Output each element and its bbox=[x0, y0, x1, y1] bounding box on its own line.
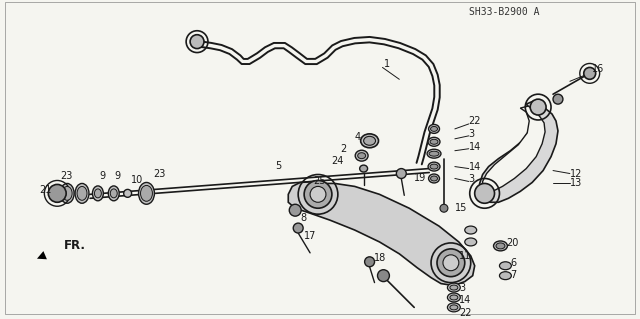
Ellipse shape bbox=[60, 183, 74, 203]
Ellipse shape bbox=[447, 303, 460, 312]
Text: 23: 23 bbox=[154, 168, 166, 179]
Text: 14: 14 bbox=[468, 142, 481, 152]
Polygon shape bbox=[483, 106, 545, 192]
Circle shape bbox=[310, 186, 326, 202]
Text: 7: 7 bbox=[510, 270, 516, 280]
Ellipse shape bbox=[429, 151, 439, 156]
Ellipse shape bbox=[430, 164, 438, 169]
Ellipse shape bbox=[499, 262, 511, 270]
Text: 2: 2 bbox=[340, 144, 346, 154]
Ellipse shape bbox=[360, 165, 367, 172]
Text: 23: 23 bbox=[60, 172, 72, 182]
Circle shape bbox=[365, 257, 374, 267]
Text: 22: 22 bbox=[468, 116, 481, 126]
Text: 16: 16 bbox=[592, 64, 604, 74]
Text: 21: 21 bbox=[40, 185, 52, 195]
Ellipse shape bbox=[110, 189, 117, 198]
Text: 4: 4 bbox=[355, 132, 361, 142]
Ellipse shape bbox=[77, 186, 87, 200]
Polygon shape bbox=[288, 182, 475, 286]
Ellipse shape bbox=[355, 150, 368, 161]
Text: 17: 17 bbox=[304, 231, 317, 241]
Ellipse shape bbox=[431, 176, 438, 181]
Ellipse shape bbox=[447, 293, 460, 302]
Ellipse shape bbox=[75, 183, 89, 203]
Circle shape bbox=[437, 249, 465, 277]
Ellipse shape bbox=[493, 241, 508, 251]
Text: 18: 18 bbox=[374, 253, 386, 263]
Text: 13: 13 bbox=[570, 178, 582, 189]
Ellipse shape bbox=[465, 226, 477, 234]
Ellipse shape bbox=[62, 186, 72, 200]
Text: 5: 5 bbox=[275, 160, 282, 171]
Ellipse shape bbox=[138, 182, 154, 204]
Ellipse shape bbox=[450, 305, 458, 310]
Circle shape bbox=[553, 94, 563, 104]
Ellipse shape bbox=[499, 272, 511, 280]
Text: 14: 14 bbox=[459, 295, 471, 306]
Circle shape bbox=[378, 270, 389, 282]
Text: 11: 11 bbox=[459, 251, 471, 261]
Text: 15: 15 bbox=[455, 203, 467, 213]
Text: 3: 3 bbox=[468, 174, 475, 184]
Circle shape bbox=[584, 67, 596, 79]
Ellipse shape bbox=[428, 162, 440, 171]
Ellipse shape bbox=[358, 153, 365, 159]
Text: 10: 10 bbox=[131, 175, 143, 185]
Ellipse shape bbox=[361, 134, 378, 148]
Ellipse shape bbox=[364, 136, 376, 145]
Text: 9: 9 bbox=[115, 172, 121, 182]
Ellipse shape bbox=[124, 189, 132, 197]
Ellipse shape bbox=[450, 285, 458, 290]
Circle shape bbox=[293, 223, 303, 233]
Circle shape bbox=[190, 35, 204, 48]
Text: 14: 14 bbox=[468, 162, 481, 172]
Circle shape bbox=[48, 184, 66, 202]
Ellipse shape bbox=[429, 174, 440, 183]
Text: 22: 22 bbox=[459, 308, 471, 318]
Text: SH33-B2900 A: SH33-B2900 A bbox=[469, 7, 540, 18]
Ellipse shape bbox=[450, 295, 458, 300]
Text: 1: 1 bbox=[385, 59, 390, 70]
Circle shape bbox=[304, 181, 332, 208]
Ellipse shape bbox=[496, 243, 505, 249]
Ellipse shape bbox=[92, 186, 103, 201]
Text: 6: 6 bbox=[510, 258, 516, 268]
Ellipse shape bbox=[447, 283, 460, 292]
Polygon shape bbox=[479, 101, 558, 202]
Circle shape bbox=[396, 168, 406, 179]
Circle shape bbox=[443, 255, 459, 271]
Circle shape bbox=[530, 99, 546, 115]
Text: 8: 8 bbox=[300, 213, 307, 223]
Ellipse shape bbox=[141, 185, 152, 201]
Text: 9: 9 bbox=[99, 172, 105, 182]
Ellipse shape bbox=[428, 137, 440, 146]
Ellipse shape bbox=[465, 238, 477, 246]
Text: 25: 25 bbox=[313, 176, 326, 187]
Text: 24: 24 bbox=[331, 156, 343, 166]
Ellipse shape bbox=[108, 186, 119, 201]
Ellipse shape bbox=[431, 126, 438, 131]
Text: 20: 20 bbox=[506, 238, 519, 248]
Text: 19: 19 bbox=[414, 174, 426, 183]
Ellipse shape bbox=[95, 189, 101, 198]
Ellipse shape bbox=[430, 139, 438, 144]
Text: FR.: FR. bbox=[64, 239, 86, 252]
Ellipse shape bbox=[429, 124, 440, 133]
Ellipse shape bbox=[427, 149, 441, 158]
Text: 3: 3 bbox=[468, 129, 475, 139]
Circle shape bbox=[475, 183, 495, 203]
Text: 12: 12 bbox=[570, 168, 582, 179]
Circle shape bbox=[289, 204, 301, 216]
Text: 3: 3 bbox=[459, 283, 465, 293]
Circle shape bbox=[440, 204, 448, 212]
